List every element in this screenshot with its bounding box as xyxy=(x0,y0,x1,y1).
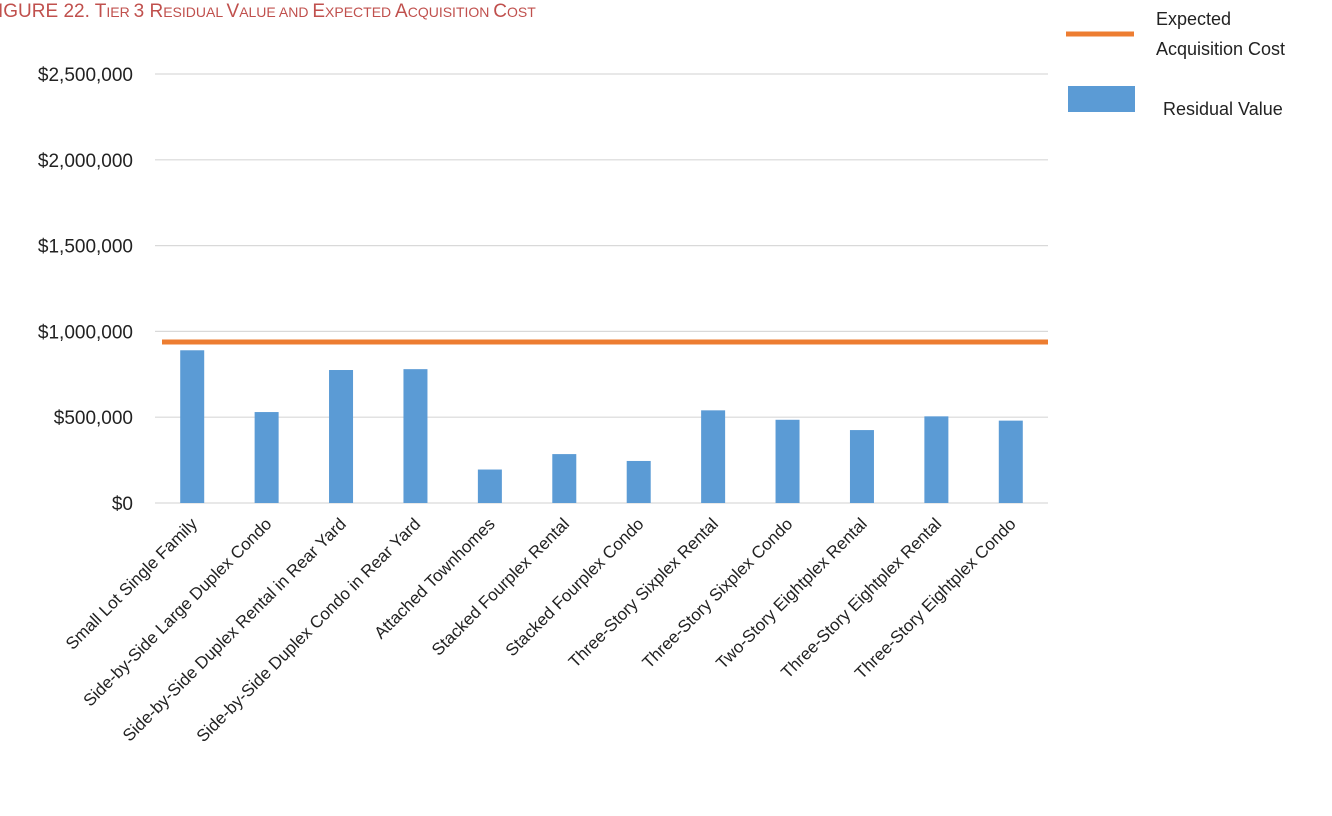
chart-title-part: XPECTED xyxy=(325,4,395,20)
x-tick-label: Two-Story Eightplex Rental xyxy=(712,514,870,672)
chart-title-part: C xyxy=(493,1,507,22)
y-tick-label: $2,000,000 xyxy=(38,151,133,172)
bar xyxy=(626,460,651,503)
bar xyxy=(403,369,428,503)
x-tick-label: Small Lot Single Family xyxy=(62,514,201,653)
chart-title-part: A xyxy=(395,1,408,22)
x-tick-label: Three-Story Eightplex Condo xyxy=(851,514,1019,682)
chart-title-part: ESIDUAL xyxy=(163,4,226,20)
bar xyxy=(998,420,1023,503)
chart-title-part: V xyxy=(227,1,240,22)
bar xyxy=(477,469,502,503)
x-tick-label: Stacked Fourplex Condo xyxy=(502,514,648,660)
bar xyxy=(775,419,800,503)
chart-title-part: ALUE AND xyxy=(239,4,312,20)
y-tick-label: $2,500,000 xyxy=(38,65,133,86)
chart-title: IGURE 22. TIER 3 RESIDUAL VALUE AND EXPE… xyxy=(0,1,536,22)
legend-label: Expected xyxy=(1156,9,1231,29)
y-tick-label: $0 xyxy=(112,494,133,515)
bar xyxy=(180,350,205,503)
bar xyxy=(849,430,874,503)
legend-label: Residual Value xyxy=(1163,99,1283,119)
y-tick-label: $1,000,000 xyxy=(38,322,133,343)
y-tick-label: $1,500,000 xyxy=(38,237,133,258)
x-tick-label: Three-Story Sixplex Condo xyxy=(639,514,797,672)
chart-title-part: IER xyxy=(106,4,133,20)
chart-title-part: 3 R xyxy=(134,1,164,22)
x-tick-label: Attached Townhomes xyxy=(371,514,499,642)
bar xyxy=(701,410,726,503)
bar xyxy=(329,370,354,503)
chart-title-part: IGURE 22. T xyxy=(0,1,107,22)
legend-swatch-bar xyxy=(1068,86,1135,112)
chart-title-part: CQUISITION xyxy=(408,4,494,20)
x-tick-label: Three-Story Sixplex Rental xyxy=(565,514,722,671)
x-tick-label: Three-Story Eightplex Rental xyxy=(777,514,945,682)
chart-title-part: E xyxy=(312,1,325,22)
y-tick-label: $500,000 xyxy=(54,408,133,429)
x-tick-label: Stacked Fourplex Rental xyxy=(428,514,573,659)
legend-label: Acquisition Cost xyxy=(1156,39,1285,59)
bar xyxy=(254,412,279,503)
bar xyxy=(924,416,949,503)
chart-title-part: OST xyxy=(507,4,536,20)
bar xyxy=(552,454,577,503)
